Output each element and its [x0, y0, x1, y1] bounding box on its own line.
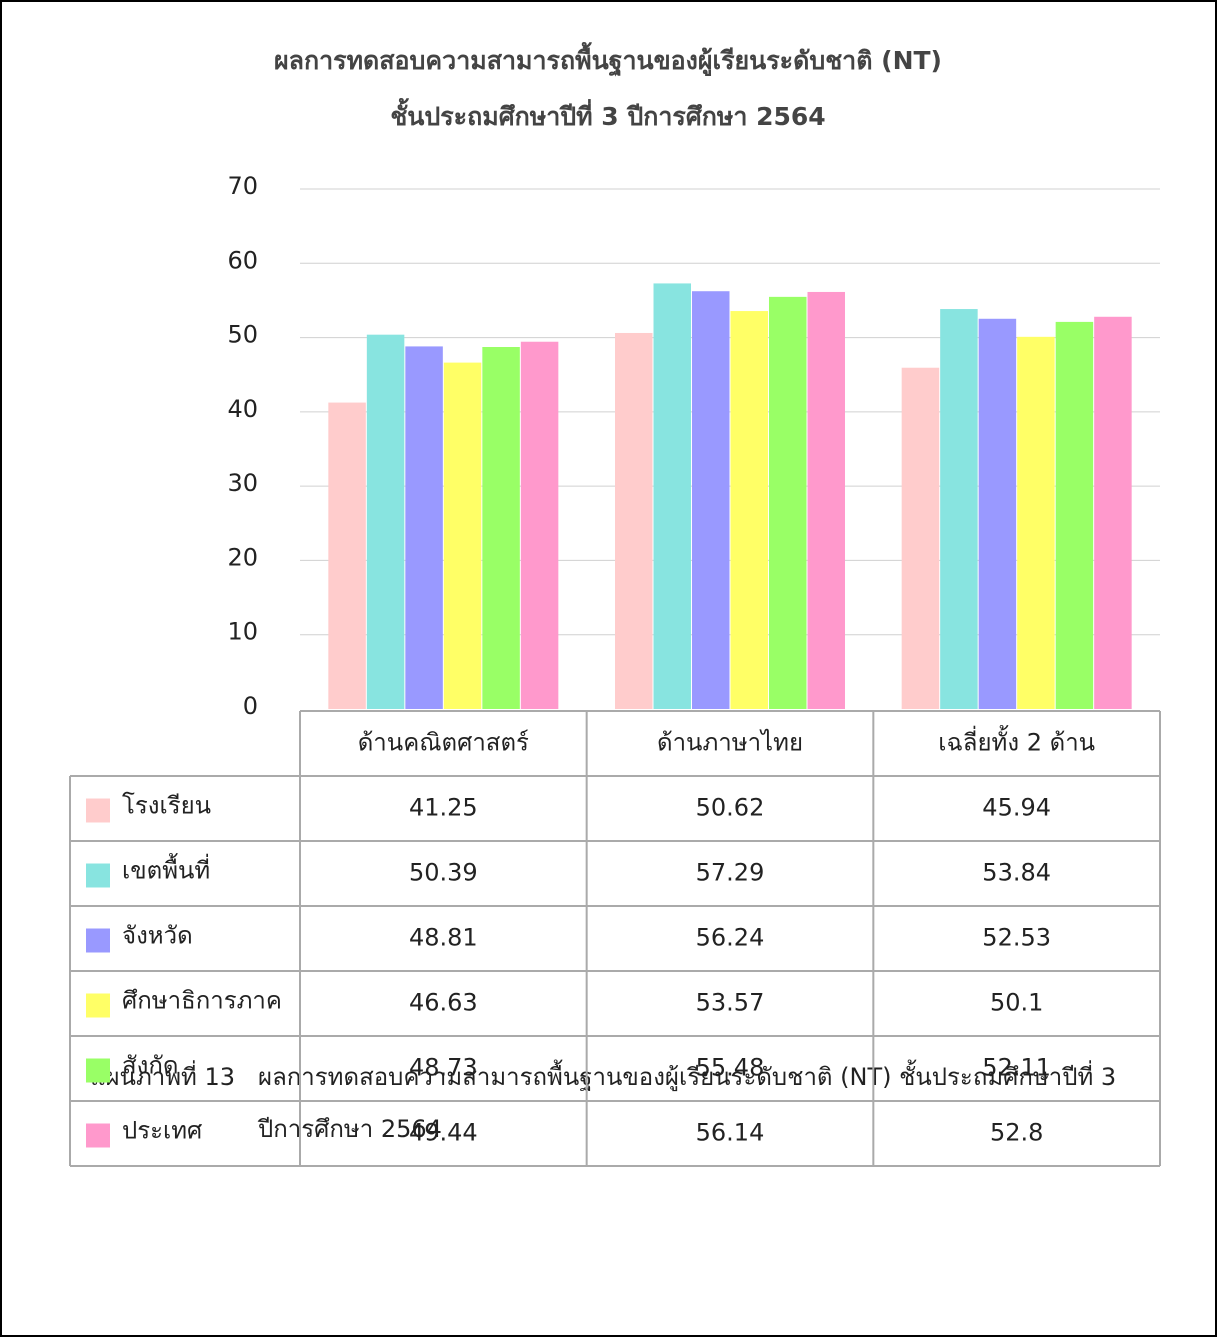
chart-title: ผลการทดสอบความสามารถพื้นฐานของผู้เรียนระ… — [274, 41, 942, 77]
legend-swatch — [86, 863, 110, 888]
bar — [730, 311, 768, 709]
y-tick-label: 70 — [227, 172, 258, 200]
bar — [653, 283, 691, 709]
legend-label: จังหวัด — [122, 922, 193, 950]
table-value: 52.11 — [982, 1054, 1051, 1082]
table-value: 49.44 — [409, 1119, 478, 1147]
bar — [1094, 316, 1132, 709]
table-value: 57.29 — [696, 859, 765, 887]
table-value: 50.62 — [696, 794, 765, 822]
bar — [769, 296, 807, 709]
caption-text: ปีการศึกษา 2564 — [257, 1115, 442, 1143]
y-tick-label: 60 — [227, 246, 258, 274]
bar — [1017, 336, 1055, 709]
table-value: 56.14 — [696, 1119, 765, 1147]
legend-swatch — [86, 928, 110, 953]
legend-label: โรงเรียน — [122, 792, 211, 820]
bar — [978, 318, 1017, 709]
x-tick-label: ด้านภาษาไทย — [657, 729, 803, 757]
table-value: 53.84 — [982, 859, 1051, 887]
y-tick-label: 30 — [227, 469, 258, 497]
table-value: 50.39 — [409, 859, 478, 887]
bar — [443, 362, 482, 709]
y-tick-label: 50 — [227, 321, 258, 349]
table-value: 55.48 — [696, 1054, 765, 1082]
bar — [1055, 321, 1094, 709]
legend-label: ประเทศ — [122, 1117, 202, 1145]
x-tick-label: ด้านคณิตศาสตร์ — [358, 729, 529, 757]
table-value: 52.53 — [982, 924, 1051, 952]
caption-label: แผนภาพที่ 13 — [90, 1060, 235, 1091]
legend-label: ศึกษาธิการภาค — [122, 987, 282, 1015]
y-tick-label: 10 — [227, 618, 258, 646]
bar — [328, 402, 366, 709]
x-tick-label: เฉลี่ยทั้ง 2 ด้าน — [938, 725, 1095, 757]
table-value: 50.1 — [990, 989, 1043, 1017]
legend-label: สังกัด — [122, 1052, 178, 1080]
legend-swatch — [86, 1058, 110, 1083]
legend-swatch — [86, 798, 110, 823]
legend-label: เขตพื้นที่ — [122, 853, 210, 885]
table-value: 45.94 — [982, 794, 1051, 822]
legend-swatch — [86, 993, 110, 1018]
y-tick-label: 40 — [227, 395, 258, 423]
table-value: 53.57 — [696, 989, 765, 1017]
table-value: 48.73 — [409, 1054, 478, 1082]
y-tick-label: 0 — [243, 692, 258, 720]
bar — [520, 341, 559, 709]
caption-text: ผลการทดสอบความสามารถพื้นฐานของผู้เรียนระ… — [258, 1059, 1116, 1092]
table-value: 56.24 — [696, 924, 765, 952]
y-tick-label: 20 — [227, 543, 258, 571]
bar — [482, 347, 520, 709]
table-value: 41.25 — [409, 794, 478, 822]
bar — [807, 291, 845, 709]
bar — [366, 334, 405, 709]
bar — [940, 309, 978, 709]
legend-swatch — [86, 1123, 110, 1148]
bar — [692, 291, 730, 709]
bar — [405, 346, 443, 709]
table-value: 48.81 — [409, 924, 478, 952]
bar — [615, 332, 653, 709]
chart-subtitle: ชั้นประถมศึกษาปีที่ 3 ปีการศึกษา 2564 — [390, 97, 825, 131]
table-value: 46.63 — [409, 989, 478, 1017]
bar — [901, 367, 940, 709]
table-value: 52.8 — [990, 1119, 1043, 1147]
